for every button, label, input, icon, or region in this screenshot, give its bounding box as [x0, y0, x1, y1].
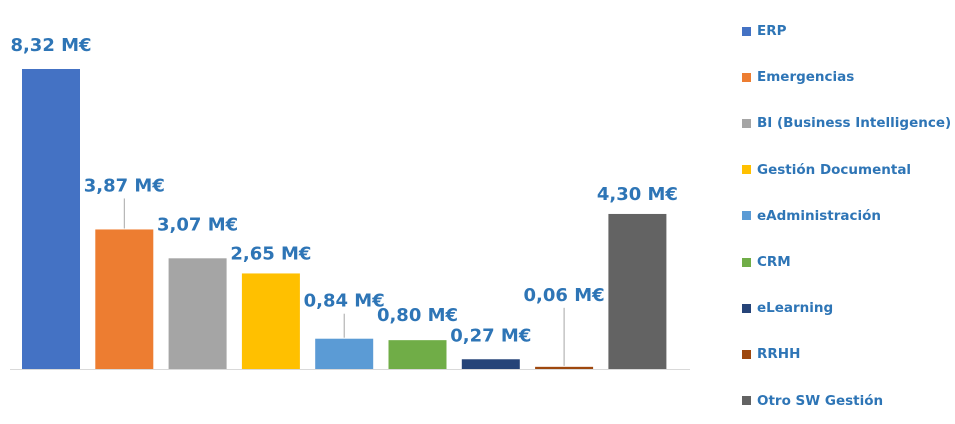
bar-6 [388, 340, 447, 369]
bar-2 [95, 229, 154, 369]
legend-swatch [742, 257, 751, 267]
chart-legend: ERP Emergencias BI (Business Intelligence)… [742, 8, 951, 424]
bar-3 [168, 258, 227, 369]
legend-label: BI (Business Intelligence) [757, 115, 952, 132]
legend-item: BI (Business Intelligence) [742, 100, 951, 146]
legend-item: Emergencias [742, 54, 951, 100]
legend-swatch [742, 211, 751, 221]
legend-label: CRM [757, 254, 791, 271]
legend-item: eAdministración [742, 193, 951, 239]
legend-label: eAdministración [757, 207, 881, 224]
bar-4 [241, 273, 300, 369]
data-label-8: 0,06 M€ [524, 285, 605, 306]
data-label-4: 2,65 M€ [230, 243, 311, 264]
data-label-6: 0,80 M€ [377, 305, 458, 326]
bar-5 [315, 338, 374, 369]
legend-item: Otro SW Gestión [742, 378, 951, 424]
legend-item: Gestión Documental [742, 147, 951, 193]
legend-item: RRHH [742, 331, 951, 377]
legend-swatch [742, 118, 751, 128]
legend-swatch [742, 26, 751, 36]
bar-1 [22, 69, 80, 369]
legend-label: Emergencias [757, 69, 855, 86]
legend-label: ERP [757, 23, 787, 40]
data-label-5: 0,84 M€ [304, 291, 385, 312]
legend-swatch [742, 396, 751, 406]
legend-item: CRM [742, 239, 951, 285]
legend-swatch [742, 165, 751, 175]
legend-label: RRHH [757, 346, 801, 363]
legend-label: Otro SW Gestión [757, 392, 884, 409]
legend-swatch [742, 349, 751, 359]
legend-swatch [742, 72, 751, 82]
legend-swatch [742, 303, 751, 313]
data-label-7: 0,27 M€ [450, 325, 531, 346]
bar-chart: 8,32 M€ 3,87 M€ 3,07 M€ 2,65 M€ 0,84 M€0,80 … [10, 35, 690, 370]
legend-item: ERP [742, 8, 951, 54]
data-label-9: 4,30 M€ [597, 184, 678, 205]
legend-label: Gestión Documental [757, 161, 912, 178]
bar-7 [461, 359, 520, 369]
data-label-2: 3,87 M€ [84, 175, 165, 196]
bar-9 [608, 213, 667, 369]
legend-item: eLearning [742, 285, 951, 331]
legend-label: eLearning [757, 300, 834, 317]
data-label-1: 8,32 M€ [10, 35, 91, 56]
data-label-3: 3,07 M€ [157, 214, 238, 235]
bar-8 [535, 366, 594, 369]
